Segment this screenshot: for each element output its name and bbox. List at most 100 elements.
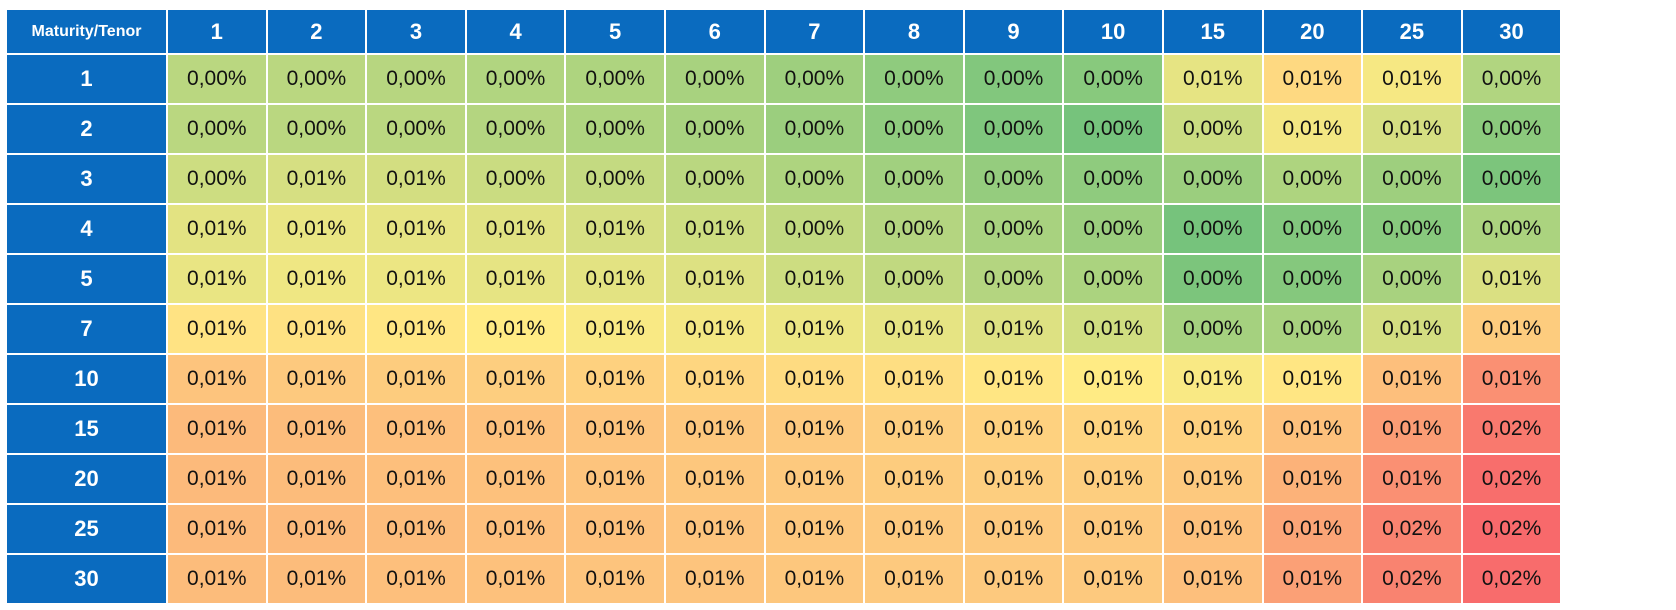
heatmap-cell: 0,00%: [564, 103, 666, 155]
heatmap-cell: 0,01%: [1062, 353, 1164, 405]
table-row: 10 0,01% 0,01% 0,01% 0,01% 0,01% 0,01% 0,01% 0,0…: [5, 353, 1563, 405]
table-row: 1 0,00% 0,00% 0,00% 0,00% 0,00% 0,00% 0,00% 0,00…: [5, 53, 1563, 105]
heatmap-cell: 0,01%: [663, 453, 766, 505]
heatmap-cell: 0,01%: [265, 403, 368, 455]
header-row: Maturity/Tenor 1 2 3 4 5 6 7 8 9 10 15 20 25 30: [5, 8, 1563, 55]
heatmap-cell: 0,01%: [1261, 453, 1364, 505]
heatmap-cell: 0,01%: [1161, 53, 1264, 105]
heatmap-cell: 0,01%: [464, 453, 567, 505]
heatmap-cell: 0,00%: [464, 153, 567, 205]
heatmap-cell: 0,00%: [166, 153, 268, 205]
heatmap-cell: 0,00%: [365, 53, 467, 105]
heatmap-cell: 0,01%: [265, 553, 368, 605]
column-header-2: 2: [265, 8, 368, 55]
heatmap-cell: 0,00%: [1261, 203, 1364, 255]
heatmap-cell: 0,00%: [166, 103, 268, 155]
heatmap-cell: 0,01%: [1361, 403, 1463, 455]
row-header-1: 1: [5, 53, 168, 105]
heatmap-cell: 0,01%: [166, 403, 268, 455]
column-header-4: 4: [464, 8, 567, 55]
heatmap-cell: 0,01%: [763, 403, 866, 455]
heatmap-cell: 0,01%: [962, 303, 1065, 355]
heatmap-cell: 0,01%: [464, 303, 567, 355]
heatmap-cell: 0,01%: [166, 353, 268, 405]
heatmap-cell: 0,01%: [564, 203, 666, 255]
heatmap-cell: 0,01%: [365, 403, 467, 455]
heatmap-cell: 0,00%: [1261, 153, 1364, 205]
heatmap-cell: 0,01%: [1062, 303, 1164, 355]
heatmap-cell: 0,01%: [365, 503, 467, 555]
heatmap-cell: 0,00%: [1361, 203, 1463, 255]
heatmap-cell: 0,01%: [1261, 503, 1364, 555]
table-row: 7 0,01% 0,01% 0,01% 0,01% 0,01% 0,01% 0,01% 0,01…: [5, 303, 1563, 355]
heatmap-cell: 0,01%: [1161, 403, 1264, 455]
heatmap-cell: 0,00%: [464, 103, 567, 155]
heatmap-cell: 0,01%: [265, 503, 368, 555]
row-header-30: 30: [5, 553, 168, 605]
column-header-25: 25: [1361, 8, 1463, 55]
heatmap-cell: 0,01%: [564, 303, 666, 355]
row-header-10: 10: [5, 353, 168, 405]
row-header-20: 20: [5, 453, 168, 505]
heatmap-cell: 0,01%: [1460, 253, 1563, 305]
heatmap-cell: 0,01%: [166, 253, 268, 305]
column-header-9: 9: [962, 8, 1065, 55]
heatmap-cell: 0,02%: [1361, 503, 1463, 555]
heatmap-cell: 0,01%: [863, 403, 965, 455]
row-header-7: 7: [5, 303, 168, 355]
table-row: 30 0,01% 0,01% 0,01% 0,01% 0,01% 0,01% 0,01% 0,0…: [5, 553, 1563, 605]
heatmap-cell: 0,01%: [365, 203, 467, 255]
heatmap-cell: 0,01%: [564, 453, 666, 505]
heatmap-cell: 0,01%: [962, 453, 1065, 505]
heatmap-cell: 0,01%: [763, 553, 866, 605]
heatmap-cell: 0,01%: [166, 553, 268, 605]
heatmap-cell: 0,00%: [1161, 303, 1264, 355]
heatmap-cell: 0,02%: [1460, 503, 1563, 555]
heatmap-cell: 0,00%: [1062, 103, 1164, 155]
heatmap-cell: 0,00%: [962, 103, 1065, 155]
heatmap-cell: 0,00%: [265, 53, 368, 105]
heatmap-cell: 0,00%: [763, 53, 866, 105]
heatmap-cell: 0,01%: [863, 303, 965, 355]
heatmap-cell: 0,00%: [1161, 153, 1264, 205]
heatmap-cell: 0,00%: [863, 103, 965, 155]
heatmap-cell: 0,01%: [564, 503, 666, 555]
heatmap-cell: 0,00%: [962, 53, 1065, 105]
heatmap-cell: 0,01%: [1161, 353, 1264, 405]
column-header-1: 1: [166, 8, 268, 55]
heatmap-cell: 0,00%: [1261, 303, 1364, 355]
heatmap-cell: 0,02%: [1361, 553, 1463, 605]
table-row: 25 0,01% 0,01% 0,01% 0,01% 0,01% 0,01% 0,01% 0,0…: [5, 503, 1563, 555]
heatmap-cell: 0,01%: [763, 353, 866, 405]
column-header-20: 20: [1261, 8, 1364, 55]
heatmap-cell: 0,01%: [962, 353, 1065, 405]
heatmap-cell: 0,00%: [365, 103, 467, 155]
heatmap-cell: 0,00%: [265, 103, 368, 155]
heatmap-cell: 0,01%: [1062, 403, 1164, 455]
heatmap-cell: 0,01%: [1062, 503, 1164, 555]
heatmap-cell: 0,01%: [265, 453, 368, 505]
column-header-5: 5: [564, 8, 666, 55]
heatmap-cell: 0,01%: [1361, 303, 1463, 355]
heatmap-cell: 0,01%: [663, 553, 766, 605]
heatmap-body: 1 0,00% 0,00% 0,00% 0,00% 0,00% 0,00% 0,00% 0,00…: [5, 53, 1563, 605]
heatmap-cell: 0,01%: [763, 303, 866, 355]
heatmap-cell: 0,02%: [1460, 553, 1563, 605]
heatmap-cell: 0,01%: [564, 403, 666, 455]
heatmap-cell: 0,01%: [1361, 353, 1463, 405]
heatmap-cell: 0,00%: [1460, 103, 1563, 155]
heatmap-cell: 0,01%: [1161, 453, 1264, 505]
heatmap-cell: 0,00%: [1062, 203, 1164, 255]
heatmap-cell: 0,00%: [1161, 203, 1264, 255]
table-row: 15 0,01% 0,01% 0,01% 0,01% 0,01% 0,01% 0,01% 0,0…: [5, 403, 1563, 455]
heatmap-cell: 0,01%: [1361, 103, 1463, 155]
table-row: 4 0,01% 0,01% 0,01% 0,01% 0,01% 0,01% 0,00% 0,00…: [5, 203, 1563, 255]
heatmap-cell: 0,00%: [1062, 53, 1164, 105]
table-row: 5 0,01% 0,01% 0,01% 0,01% 0,01% 0,01% 0,01% 0,00…: [5, 253, 1563, 305]
heatmap-cell: 0,01%: [265, 153, 368, 205]
heatmap-cell: 0,01%: [962, 403, 1065, 455]
column-header-3: 3: [365, 8, 467, 55]
column-header-10: 10: [1062, 8, 1164, 55]
heatmap-cell: 0,01%: [863, 453, 965, 505]
row-header-3: 3: [5, 153, 168, 205]
